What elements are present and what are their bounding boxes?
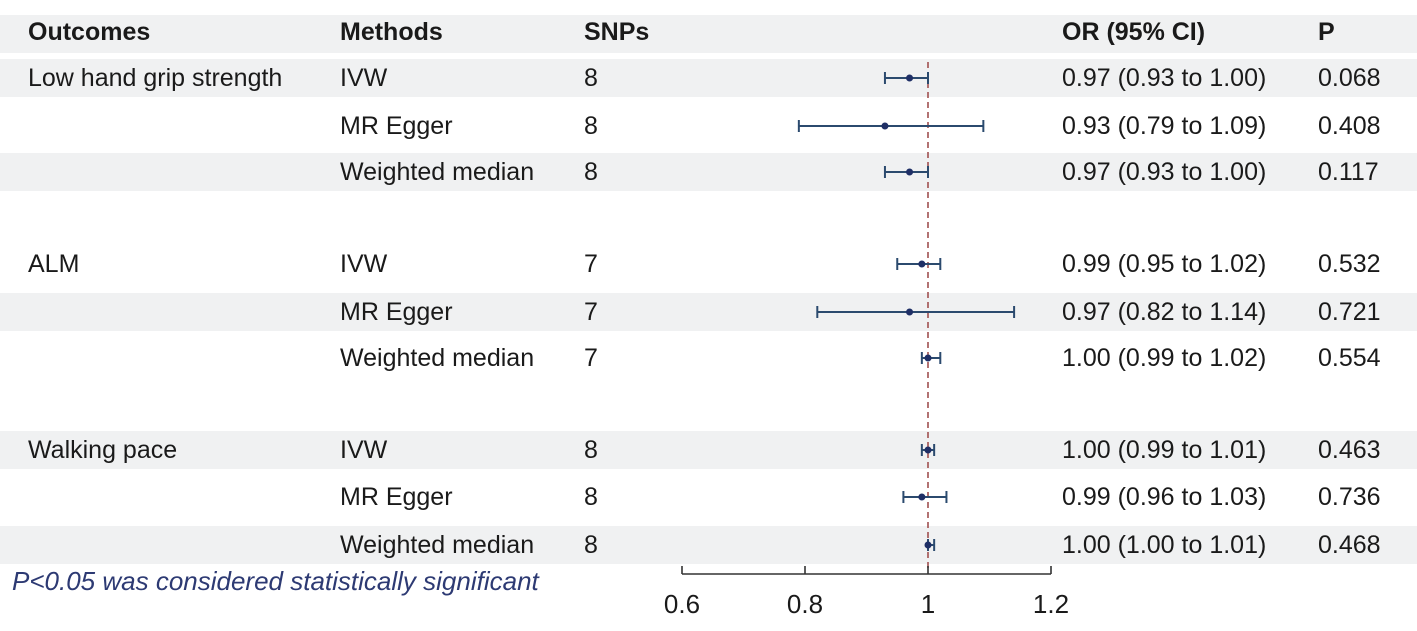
cell-snps: 8 <box>584 64 598 92</box>
cell-or-ci: 0.97 (0.93 to 1.00) <box>1062 158 1267 186</box>
cell-p: 0.532 <box>1318 250 1381 278</box>
x-tick-label: 1.2 <box>1033 589 1069 619</box>
row-stripe <box>0 153 1417 191</box>
cell-outcome: Walking pace <box>28 436 178 464</box>
point-estimate <box>881 122 889 130</box>
cell-snps: 7 <box>584 344 598 372</box>
cell-p: 0.408 <box>1318 112 1381 140</box>
cell-method: Weighted median <box>340 344 535 372</box>
cell-method: MR Egger <box>340 298 453 326</box>
row-stripe <box>0 59 1417 97</box>
cell-p: 0.468 <box>1318 531 1381 559</box>
point-estimate <box>918 493 926 501</box>
point-estimate <box>924 541 932 549</box>
cell-p: 0.736 <box>1318 483 1381 511</box>
cell-or-ci: 0.93 (0.79 to 1.09) <box>1062 112 1267 140</box>
point-estimate <box>906 308 914 316</box>
header-snps: SNPs <box>584 18 650 46</box>
cell-method: Weighted median <box>340 158 535 186</box>
cell-snps: 7 <box>584 298 598 326</box>
cell-method: MR Egger <box>340 112 453 140</box>
cell-or-ci: 1.00 (0.99 to 1.01) <box>1062 436 1267 464</box>
point-estimate <box>906 74 914 82</box>
cell-p: 0.463 <box>1318 436 1381 464</box>
cell-or-ci: 0.99 (0.95 to 1.02) <box>1062 250 1267 278</box>
cell-or-ci: 1.00 (1.00 to 1.01) <box>1062 531 1267 559</box>
cell-p: 0.117 <box>1318 158 1379 186</box>
cell-p: 0.068 <box>1318 64 1381 92</box>
cell-snps: 8 <box>584 531 598 559</box>
header-stripe <box>0 15 1417 53</box>
cell-method: MR Egger <box>340 483 453 511</box>
point-estimate <box>918 260 926 268</box>
cell-method: IVW <box>340 250 388 278</box>
x-tick-label: 1 <box>921 589 935 619</box>
cell-snps: 7 <box>584 250 598 278</box>
header-methods: Methods <box>340 18 443 46</box>
header-outcomes: Outcomes <box>28 18 151 46</box>
point-estimate <box>924 354 932 362</box>
cell-method: IVW <box>340 436 388 464</box>
row-stripe <box>0 431 1417 469</box>
cell-snps: 8 <box>584 112 598 140</box>
x-tick-label: 0.8 <box>787 589 823 619</box>
header-p: P <box>1318 18 1335 46</box>
cell-or-ci: 0.97 (0.93 to 1.00) <box>1062 64 1267 92</box>
cell-method: IVW <box>340 64 388 92</box>
row-stripe <box>0 526 1417 564</box>
cell-p: 0.554 <box>1318 344 1381 372</box>
row-stripe <box>0 293 1417 331</box>
point-estimate <box>924 446 932 454</box>
cell-outcome: ALM <box>28 250 80 278</box>
cell-snps: 8 <box>584 483 598 511</box>
cell-or-ci: 0.97 (0.82 to 1.14) <box>1062 298 1267 326</box>
cell-or-ci: 1.00 (0.99 to 1.02) <box>1062 344 1267 372</box>
cell-p: 0.721 <box>1318 298 1381 326</box>
cell-snps: 8 <box>584 158 598 186</box>
significance-footnote: P<0.05 was considered statistically sign… <box>12 566 539 596</box>
header-or-ci: OR (95% CI) <box>1062 18 1206 46</box>
cell-snps: 8 <box>584 436 598 464</box>
cell-outcome: Low hand grip strength <box>28 64 283 92</box>
point-estimate <box>906 168 914 176</box>
x-tick-label: 0.6 <box>664 589 700 619</box>
cell-method: Weighted median <box>340 531 535 559</box>
cell-or-ci: 0.99 (0.96 to 1.03) <box>1062 483 1267 511</box>
